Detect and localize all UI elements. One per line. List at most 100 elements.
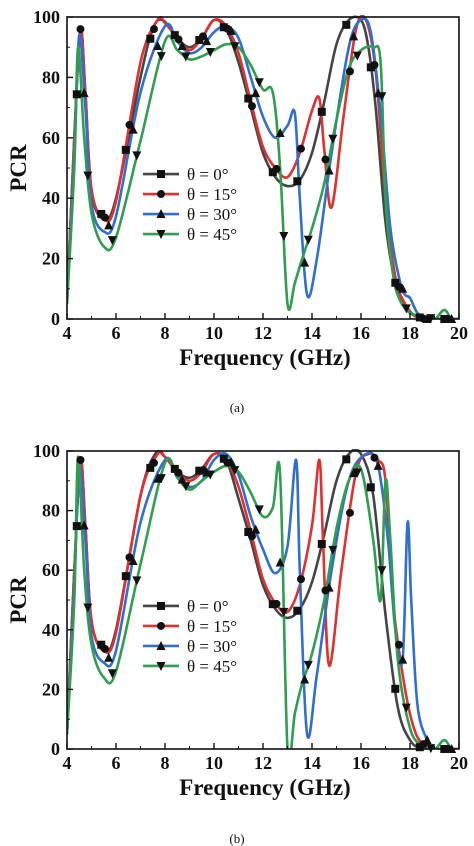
x-tick-label: 4 (63, 753, 72, 773)
y-tick-label: 100 (33, 441, 60, 461)
x-axis-title: Frequency (GHz) (179, 345, 350, 370)
legend-label-1: θ = 0° (187, 597, 229, 616)
data-point (401, 304, 411, 314)
series-markers-4 (83, 42, 436, 324)
data-point (219, 454, 228, 463)
data-point (100, 644, 109, 653)
data-point (377, 566, 387, 576)
x-tick-label: 8 (161, 753, 170, 773)
legend-marker-4 (156, 230, 166, 240)
data-point (366, 483, 375, 492)
data-point (174, 468, 183, 477)
data-point (153, 473, 163, 483)
legend-label-4: θ = 45° (187, 657, 237, 676)
legend-marker-2 (157, 621, 165, 630)
x-tick-label: 6 (112, 323, 121, 343)
chart-panel-2: 4 6 8 10 12 14 16 18 20 0 20 40 60 80 100 Frequency (GH… (6, 441, 468, 846)
y-tick-label: 80 (42, 67, 60, 87)
series-line-3 (67, 17, 459, 319)
y-tick-label: 40 (42, 620, 60, 640)
data-point (254, 78, 264, 88)
data-point (251, 88, 261, 98)
data-point (149, 25, 158, 34)
data-point (275, 127, 285, 137)
data-point (198, 32, 207, 41)
y-tick-label: 100 (33, 7, 60, 27)
data-point (293, 606, 302, 615)
data-point (181, 482, 191, 492)
legend-label-3: θ = 30° (187, 205, 237, 224)
data-point (104, 220, 114, 230)
data-point (202, 36, 212, 46)
x-tick-label: 10 (205, 753, 223, 773)
data-point (349, 31, 359, 41)
x-tick-label: 12 (254, 323, 272, 343)
data-point (251, 524, 261, 534)
legend-marker-2 (157, 190, 165, 199)
data-point (321, 155, 330, 164)
data-point (195, 35, 204, 44)
data-point (146, 463, 155, 472)
x-tick-label: 12 (254, 753, 272, 773)
legend: θ = 0°θ = 15°θ = 30°θ = 45° (143, 597, 237, 676)
x-tick-label: 4 (63, 323, 72, 343)
legend-marker-1 (157, 170, 165, 179)
data-point (272, 164, 281, 173)
y-tick-label: 60 (42, 560, 60, 580)
data-point (317, 107, 326, 116)
data-point (352, 51, 362, 61)
data-point (317, 539, 326, 548)
y-tick-label: 0 (51, 309, 60, 329)
data-point (303, 235, 313, 245)
y-tick-label: 40 (42, 188, 60, 208)
data-point (132, 576, 142, 586)
data-point (230, 42, 240, 52)
y-tick-label: 60 (42, 128, 60, 148)
x-tick-label: 20 (450, 753, 468, 773)
data-point (247, 102, 256, 111)
data-point (177, 40, 187, 50)
data-point (328, 545, 338, 555)
x-tick-label: 10 (205, 323, 223, 343)
series-markers-1 (72, 454, 449, 753)
data-point (352, 468, 362, 478)
data-point (279, 231, 289, 241)
data-point (170, 31, 179, 40)
x-tick-label: 20 (450, 323, 468, 343)
data-point (153, 40, 163, 50)
data-point (279, 607, 289, 617)
legend-label-3: θ = 30° (187, 637, 237, 656)
data-point (345, 67, 354, 76)
data-point (244, 94, 253, 103)
series-markers-1 (72, 20, 449, 323)
panel-label: (a) (230, 400, 244, 415)
y-axis-title: PCR (6, 144, 31, 192)
y-tick-label: 80 (42, 501, 60, 521)
data-point (76, 455, 85, 464)
x-tick-label: 18 (401, 753, 419, 773)
data-point (83, 603, 93, 613)
data-point (296, 144, 305, 153)
data-point (100, 213, 109, 222)
x-tick-label: 14 (303, 323, 321, 343)
series-line-3 (67, 451, 459, 749)
data-point (366, 63, 375, 72)
data-point (370, 60, 379, 69)
data-point (205, 470, 215, 480)
data-point (149, 458, 158, 467)
data-point (272, 599, 281, 608)
data-point (342, 455, 351, 464)
data-point (125, 120, 134, 129)
panel-label: (b) (229, 831, 244, 846)
data-point (146, 34, 155, 43)
data-point (300, 257, 310, 267)
chart-panel-1: 4 6 8 10 12 14 16 18 20 0 20 40 60 80 100 Frequency (GH… (6, 7, 468, 415)
data-point (226, 457, 236, 467)
data-point (174, 35, 183, 44)
legend-label-2: θ = 15° (187, 617, 237, 636)
data-point (275, 557, 285, 567)
data-point (324, 582, 334, 592)
legend-label-2: θ = 15° (187, 185, 237, 204)
data-point (226, 25, 236, 35)
